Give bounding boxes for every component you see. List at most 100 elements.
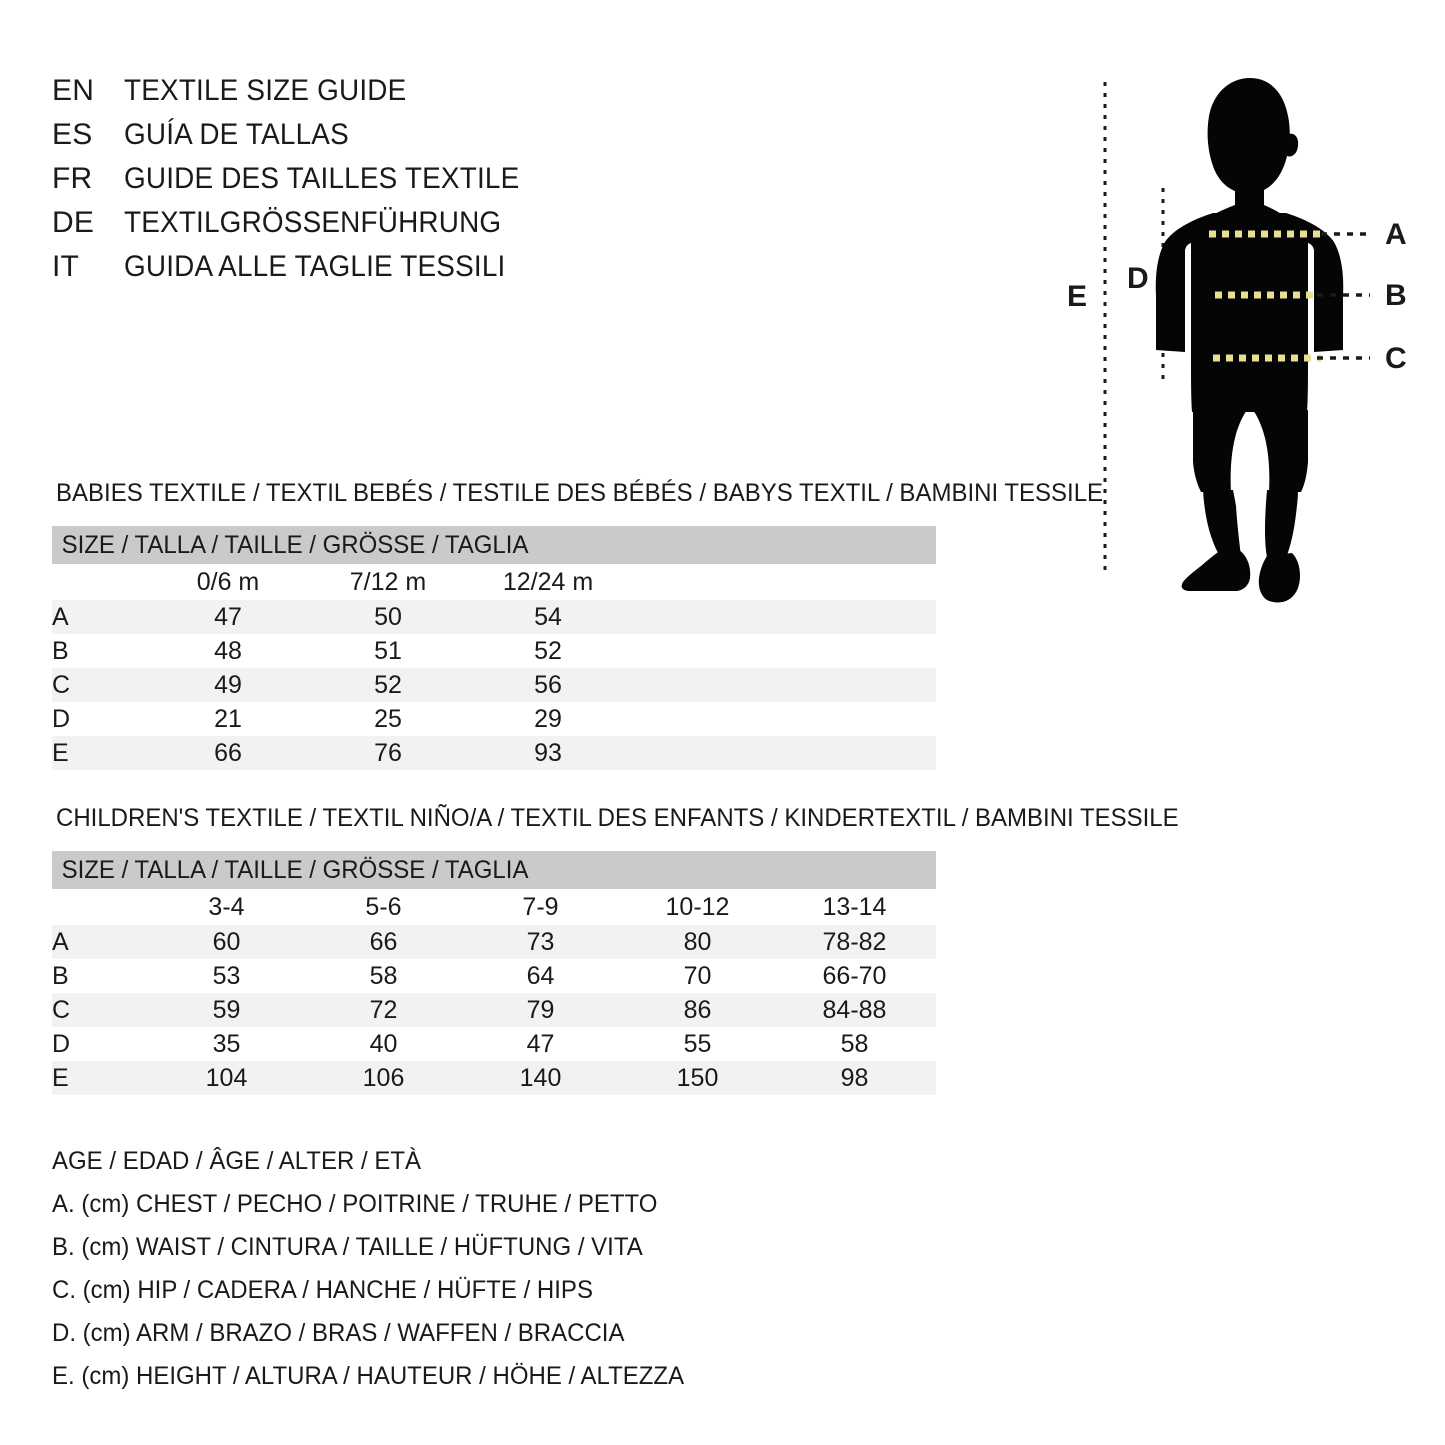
- language-code-it: IT: [52, 250, 80, 283]
- children-cell-e-2: 140: [462, 1061, 619, 1095]
- table-row: B 53 58 64 70 66-70: [52, 959, 937, 993]
- hip-label: C: [1385, 342, 1407, 375]
- children-cell-d-0: 35: [148, 1027, 305, 1061]
- babies-row-label-b: B: [52, 634, 148, 668]
- babies-size-header-text: SIZE / TALLA / TAILLE / GRÖSSE / TAGLIA: [61, 530, 529, 559]
- table-row: D 21 25 29: [52, 702, 937, 736]
- children-row-label-e: E: [52, 1061, 148, 1095]
- babies-cell-c-2: 56: [468, 668, 628, 702]
- table-row: E 104 106 140 150 98: [52, 1061, 937, 1095]
- language-row-fr: FR GUIDE DES TAILLES TEXTILE: [52, 162, 672, 206]
- babies-col-header-2: 12/24 m: [468, 564, 628, 600]
- table-row: A 47 50 54: [52, 600, 937, 634]
- legend-line-arm: D. (cm) ARM / BRAZO / BRAS / WAFFEN / BR…: [52, 1319, 625, 1347]
- table-row: B 48 51 52: [52, 634, 937, 668]
- babies-cell-e-1: 76: [308, 736, 468, 770]
- babies-col-header-1: 7/12 m: [308, 564, 468, 600]
- children-row-label-b: B: [52, 959, 148, 993]
- children-cell-b-4: 66-70: [776, 959, 933, 993]
- babies-cell-b-1: 51: [308, 634, 468, 668]
- children-corner-cell: [52, 889, 148, 925]
- children-cell-a-3: 80: [619, 925, 776, 959]
- legend-line-height: E. (cm) HEIGHT / ALTURA / HAUTEUR / HÖHE…: [52, 1362, 685, 1390]
- measurement-figure: A B C D E: [1045, 50, 1445, 610]
- children-cell-d-2: 47: [462, 1027, 619, 1061]
- children-col-header-3: 10-12: [619, 889, 776, 925]
- babies-cell-a-1: 50: [308, 600, 468, 634]
- babies-cell-a-0: 47: [148, 600, 308, 634]
- legend-line-age: AGE / EDAD / ÂGE / ALTER / ETÀ: [52, 1147, 421, 1175]
- children-cell-e-0: 104: [148, 1061, 305, 1095]
- children-cell-c-3: 86: [619, 993, 776, 1027]
- children-cell-d-4: 58: [776, 1027, 933, 1061]
- children-size-table: SIZE / TALLA / TAILLE / GRÖSSE / TAGLIA …: [52, 851, 937, 1095]
- children-cell-c-1: 72: [305, 993, 462, 1027]
- babies-col-header-0: 0/6 m: [148, 564, 308, 600]
- children-col-header-2: 7-9: [462, 889, 619, 925]
- children-cell-c-2: 79: [462, 993, 619, 1027]
- babies-size-section: BABIES TEXTILE / TEXTIL BEBÉS / TESTILE …: [52, 478, 1103, 770]
- babies-cell-e-0: 66: [148, 736, 308, 770]
- table-row: C 59 72 79 86 84-88: [52, 993, 937, 1027]
- children-row-label-c: C: [52, 993, 148, 1027]
- table-row: C 49 52 56: [52, 668, 937, 702]
- waist-label: B: [1385, 279, 1407, 312]
- children-cell-e-4: 98: [776, 1061, 933, 1095]
- children-cell-a-4: 78-82: [776, 925, 933, 959]
- children-cell-a-0: 60: [148, 925, 305, 959]
- babies-cell-e-2: 93: [468, 736, 628, 770]
- babies-row-label-d: D: [52, 702, 148, 736]
- children-cell-c-0: 59: [148, 993, 305, 1027]
- table-row: D 35 40 47 55 58: [52, 1027, 937, 1061]
- height-label: E: [1067, 280, 1087, 313]
- babies-cell-c-0: 49: [148, 668, 308, 702]
- children-cell-b-1: 58: [305, 959, 462, 993]
- babies-cell-d-2: 29: [468, 702, 628, 736]
- children-col-header-1: 5-6: [305, 889, 462, 925]
- chest-label: A: [1385, 218, 1407, 251]
- children-cell-b-3: 70: [619, 959, 776, 993]
- children-cell-c-4: 84-88: [776, 993, 933, 1027]
- children-column-header-row: 3-4 5-6 7-9 10-12 13-14: [52, 889, 937, 925]
- language-row-it: IT GUIDA ALLE TAGLIE TESSILI: [52, 250, 672, 294]
- babies-size-header-row: SIZE / TALLA / TAILLE / GRÖSSE / TAGLIA: [52, 526, 937, 564]
- babies-size-table: SIZE / TALLA / TAILLE / GRÖSSE / TAGLIA …: [52, 526, 937, 770]
- children-row-label-d: D: [52, 1027, 148, 1061]
- language-code-es: ES: [52, 118, 93, 151]
- children-size-header-row: SIZE / TALLA / TAILLE / GRÖSSE / TAGLIA: [52, 851, 937, 889]
- babies-corner-cell: [52, 564, 148, 600]
- babies-cell-b-0: 48: [148, 634, 308, 668]
- language-title-de: TEXTILGRÖSSENFÜHRUNG: [124, 206, 502, 239]
- babies-cell-d-1: 25: [308, 702, 468, 736]
- children-cell-b-0: 53: [148, 959, 305, 993]
- language-row-de: DE TEXTILGRÖSSENFÜHRUNG: [52, 206, 672, 250]
- children-cell-d-3: 55: [619, 1027, 776, 1061]
- children-cell-e-3: 150: [619, 1061, 776, 1095]
- babies-row-label-a: A: [52, 600, 148, 634]
- children-col-header-4: 13-14: [776, 889, 933, 925]
- language-title-es: GUÍA DE TALLAS: [124, 118, 349, 151]
- language-title-it: GUIDA ALLE TAGLIE TESSILI: [124, 250, 506, 283]
- babies-cell-a-2: 54: [468, 600, 628, 634]
- babies-cell-d-0: 21: [148, 702, 308, 736]
- language-title-block: EN TEXTILE SIZE GUIDE ES GUÍA DE TALLAS …: [52, 74, 672, 294]
- children-size-header-text: SIZE / TALLA / TAILLE / GRÖSSE / TAGLIA: [61, 855, 529, 884]
- children-cell-e-1: 106: [305, 1061, 462, 1095]
- babies-row-label-e: E: [52, 736, 148, 770]
- children-section-title: CHILDREN'S TEXTILE / TEXTIL NIÑO/A / TEX…: [56, 804, 1179, 832]
- arm-label: D: [1127, 262, 1149, 295]
- language-code-en: EN: [52, 74, 95, 107]
- language-code-de: DE: [52, 206, 95, 239]
- babies-cell-c-1: 52: [308, 668, 468, 702]
- legend-line-chest: A. (cm) CHEST / PECHO / POITRINE / TRUHE…: [52, 1190, 658, 1218]
- children-cell-a-1: 66: [305, 925, 462, 959]
- language-row-en: EN TEXTILE SIZE GUIDE: [52, 74, 672, 118]
- children-cell-b-2: 64: [462, 959, 619, 993]
- language-title-fr: GUIDE DES TAILLES TEXTILE: [124, 162, 520, 195]
- children-cell-a-2: 73: [462, 925, 619, 959]
- language-row-es: ES GUÍA DE TALLAS: [52, 118, 672, 162]
- language-code-fr: FR: [52, 162, 93, 195]
- children-cell-d-1: 40: [305, 1027, 462, 1061]
- language-title-en: TEXTILE SIZE GUIDE: [124, 74, 407, 107]
